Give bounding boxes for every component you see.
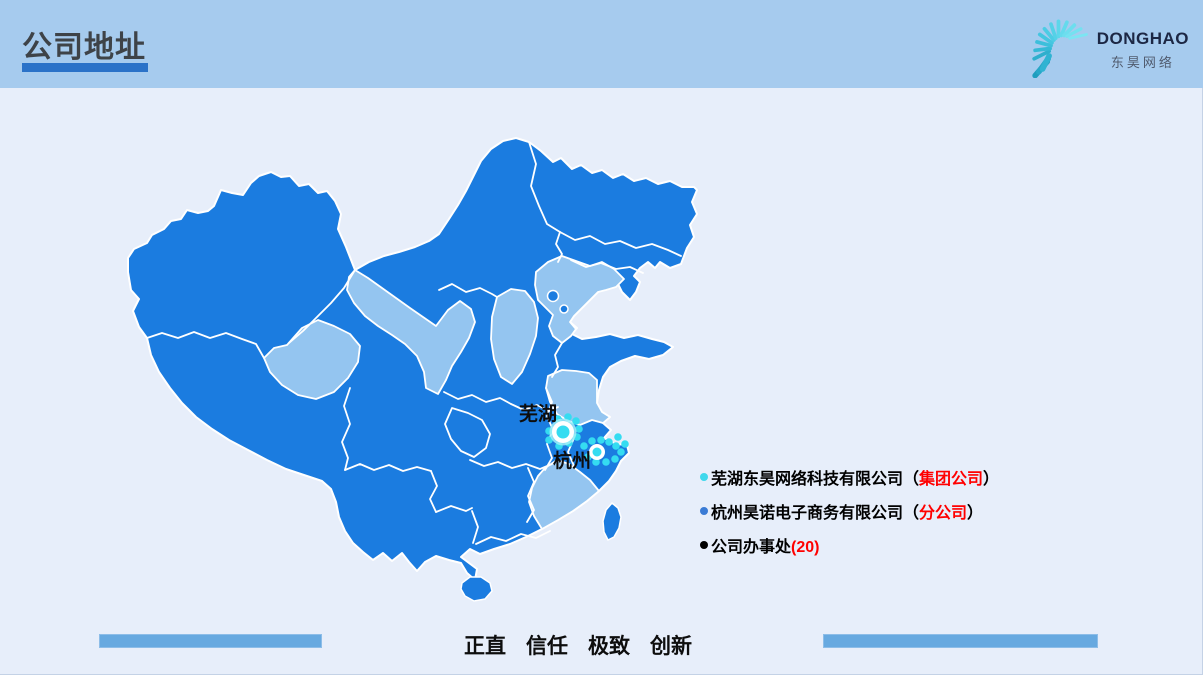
beijing-area (546, 289, 560, 303)
header-band: 公司地址 (0, 0, 1203, 88)
map-legend: 芜湖东昊网络科技有限公司（集团公司） 杭州昊诺电子商务有限公司（分公司） 公司办… (700, 466, 999, 568)
slogan-word: 极致 (588, 635, 630, 658)
logo-texts: DONGHAO 东昊网络 (1097, 29, 1189, 71)
logo-subtitle: 东昊网络 (1110, 55, 1175, 70)
legend-bullet-black (700, 541, 708, 549)
slogan-word: 信任 (526, 635, 568, 658)
office-dots (545, 413, 629, 466)
slogan-text: 正直 信任 极致 创新 (464, 630, 692, 660)
hainan-island (460, 576, 493, 602)
logo-name: DONGHAO (1096, 29, 1189, 48)
company-logo: DONGHAO 东昊网络 (1023, 4, 1189, 78)
map-label-wuhu: 芜湖 (519, 402, 557, 425)
province-fujian (528, 459, 600, 530)
province-gansu-ningxia (346, 269, 476, 395)
legend-bullet-cyan (700, 473, 708, 481)
legend-item-group: 芜湖东昊网络科技有限公司（集团公司） (700, 466, 999, 488)
title-underline (22, 63, 148, 72)
marker-hangzhou-branch (589, 444, 605, 460)
tianjin-area (559, 304, 569, 314)
map-label-hangzhou: 杭州 (553, 449, 591, 472)
footer-bar-right (823, 634, 1098, 648)
slogan-word: 正直 (464, 635, 506, 658)
legend-bullet-blue (700, 507, 708, 515)
province-borders (146, 141, 682, 545)
legend-label: 芜湖东昊网络科技有限公司（集团公司） (711, 471, 1000, 488)
province-shanxi (490, 288, 539, 385)
page-title: 公司地址 (22, 31, 146, 64)
legend-label: 杭州昊诺电子商务有限公司（分公司） (711, 505, 984, 522)
legend-item-office: 公司办事处(20) (700, 534, 999, 556)
fan-logo-icon (1032, 19, 1088, 78)
legend-label: 公司办事处(20) (711, 539, 820, 556)
taiwan-island (602, 501, 622, 542)
province-qinghai (263, 319, 361, 400)
legend-item-branch: 杭州昊诺电子商务有限公司（分公司） (700, 500, 999, 522)
slogan-word: 创新 (650, 635, 692, 658)
province-jiangsu (545, 369, 611, 426)
footer-bar-left (99, 634, 322, 648)
marker-wuhu-hq (549, 418, 577, 446)
